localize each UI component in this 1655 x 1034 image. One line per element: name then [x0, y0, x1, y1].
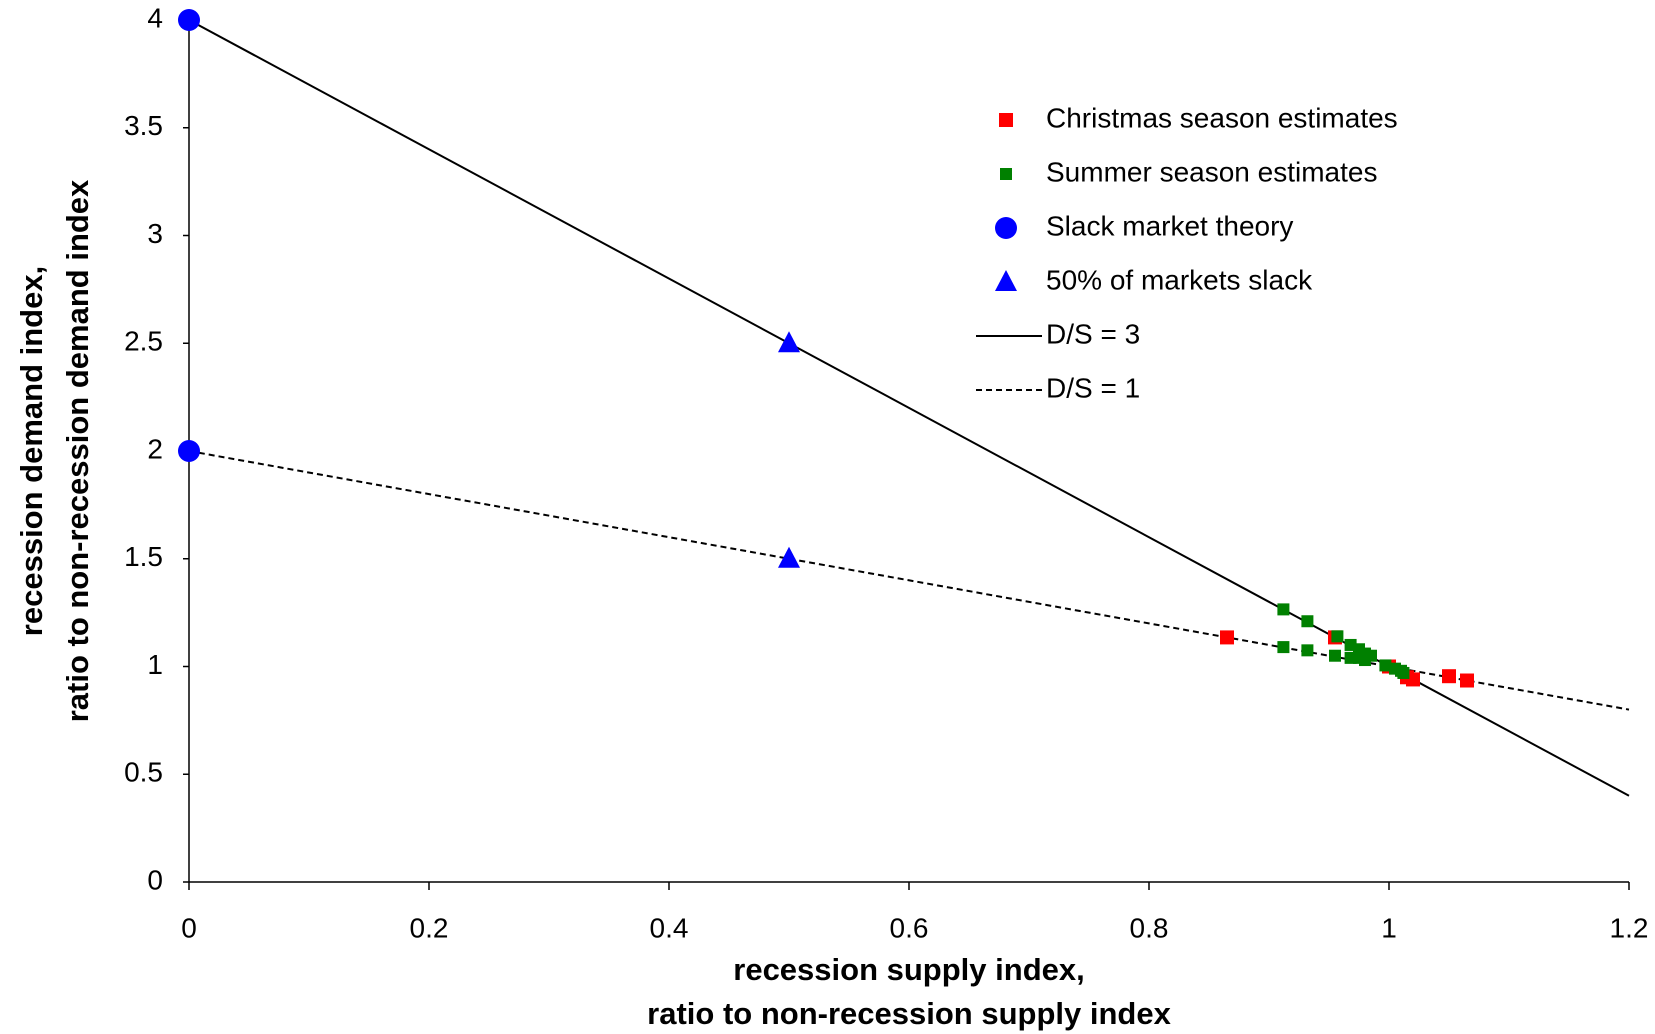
trend-line [188, 450, 1630, 711]
x-tick-label: 0.8 [1130, 912, 1169, 943]
y-tick-label: 3.5 [124, 110, 163, 141]
y-tick-label: 2 [147, 433, 163, 464]
y-tick-label: 1 [147, 649, 163, 680]
data-point [1397, 666, 1410, 679]
legend-marker [995, 217, 1017, 239]
y-axis-label: ratio to non-recession demand index [60, 179, 95, 722]
data-point [1460, 673, 1474, 688]
y-tick-label: 3 [147, 218, 163, 249]
legend-label: D/S = 3 [1046, 318, 1140, 349]
x-tick-label: 0 [181, 912, 197, 943]
data-point [1277, 603, 1290, 616]
legend-marker [995, 270, 1017, 291]
x-tick-label: 0.2 [410, 912, 449, 943]
data-point [178, 440, 200, 462]
data-point [1442, 669, 1456, 684]
data-point [778, 546, 800, 568]
y-axis-label: recession demand index, [14, 266, 49, 636]
data-point [1331, 630, 1344, 643]
data-point [1365, 649, 1377, 662]
y-tick-label: 0.5 [124, 757, 163, 788]
x-tick-label: 0.4 [650, 912, 689, 943]
x-tick-label: 1 [1381, 912, 1397, 943]
x-tick-label: 0.6 [890, 912, 929, 943]
y-tick-label: 0 [147, 864, 163, 895]
legend-label: D/S = 1 [1046, 372, 1140, 403]
legend-marker [999, 113, 1013, 127]
x-axis-label: recession supply index, [733, 952, 1084, 987]
data-point [1329, 649, 1341, 662]
data-point [178, 9, 200, 31]
y-tick-label: 2.5 [124, 326, 163, 357]
data-point [1301, 644, 1314, 657]
x-axis-label: ratio to non-recession supply index [647, 996, 1171, 1031]
x-tick-label: 1.2 [1610, 912, 1649, 943]
data-point [1379, 659, 1392, 672]
legend-marker [1000, 168, 1012, 180]
data-point [778, 331, 800, 353]
data-point [1301, 615, 1314, 628]
legend-label: Christmas season estimates [1046, 102, 1398, 133]
legend-label: Summer season estimates [1046, 156, 1377, 187]
y-tick-label: 4 [147, 2, 163, 33]
legend-label: Slack market theory [1046, 210, 1293, 241]
data-point [1220, 630, 1234, 645]
legend-label: 50% of markets slack [1046, 264, 1313, 295]
data-point [1406, 672, 1420, 687]
y-tick-label: 1.5 [124, 541, 163, 572]
data-point [1277, 641, 1290, 654]
